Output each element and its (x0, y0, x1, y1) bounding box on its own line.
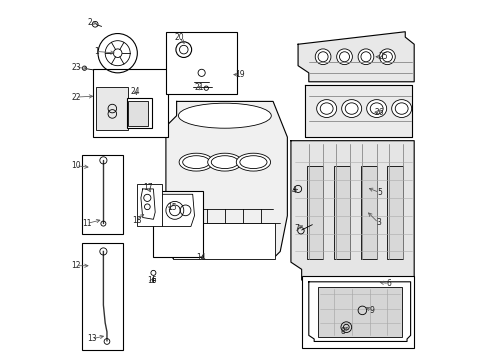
Text: 5: 5 (376, 188, 381, 197)
Ellipse shape (394, 103, 407, 114)
Text: 3: 3 (375, 219, 380, 228)
Bar (93, 69, 167, 137)
Text: 2: 2 (88, 18, 92, 27)
Text: 6: 6 (386, 279, 391, 288)
Ellipse shape (98, 156, 108, 161)
Ellipse shape (207, 153, 242, 171)
Ellipse shape (129, 105, 145, 123)
Ellipse shape (157, 203, 171, 211)
Ellipse shape (159, 209, 169, 215)
Ellipse shape (339, 52, 349, 62)
Text: 18: 18 (132, 216, 141, 225)
Text: 4: 4 (291, 185, 296, 194)
Bar (82, 155, 123, 234)
Text: 1: 1 (94, 47, 99, 56)
Bar (96, 87, 128, 130)
Ellipse shape (320, 103, 332, 114)
Bar (165, 32, 237, 94)
Polygon shape (165, 102, 287, 258)
Polygon shape (141, 189, 155, 219)
Bar (306, 166, 323, 258)
Text: 23: 23 (71, 63, 81, 72)
Polygon shape (308, 282, 410, 342)
Ellipse shape (192, 64, 210, 82)
Ellipse shape (131, 122, 143, 127)
Polygon shape (298, 32, 413, 82)
Ellipse shape (336, 49, 352, 64)
Bar (128, 102, 148, 126)
Text: 22: 22 (71, 93, 81, 102)
Bar (126, 98, 151, 128)
Ellipse shape (183, 156, 209, 168)
Text: 11: 11 (81, 219, 91, 228)
Ellipse shape (132, 108, 142, 120)
Bar (360, 166, 376, 258)
Ellipse shape (316, 100, 336, 117)
Polygon shape (290, 141, 413, 280)
Ellipse shape (357, 49, 373, 64)
Text: 15: 15 (167, 203, 177, 212)
Bar (173, 223, 274, 258)
Ellipse shape (236, 153, 270, 171)
Text: 17: 17 (143, 183, 153, 192)
Text: 12: 12 (71, 261, 81, 270)
Ellipse shape (211, 156, 238, 168)
Ellipse shape (317, 52, 327, 62)
Bar (153, 191, 203, 257)
Text: 25: 25 (378, 52, 387, 61)
Text: 16: 16 (146, 276, 156, 285)
Ellipse shape (391, 100, 411, 117)
Ellipse shape (345, 103, 357, 114)
Ellipse shape (341, 100, 361, 117)
Bar (301, 276, 413, 348)
Bar (317, 287, 401, 337)
Polygon shape (160, 194, 194, 226)
Text: 8: 8 (340, 327, 345, 336)
Ellipse shape (315, 49, 330, 64)
Ellipse shape (379, 49, 394, 64)
Ellipse shape (360, 52, 370, 62)
Text: 7: 7 (293, 224, 298, 233)
Text: 14: 14 (196, 253, 205, 262)
Bar (82, 243, 123, 350)
Ellipse shape (179, 153, 213, 171)
Ellipse shape (188, 59, 215, 86)
Ellipse shape (366, 100, 386, 117)
Ellipse shape (240, 156, 266, 168)
Text: 9: 9 (369, 306, 374, 315)
Text: 20: 20 (174, 33, 184, 42)
Bar (333, 166, 349, 258)
Ellipse shape (382, 52, 391, 62)
Text: 24: 24 (130, 87, 140, 96)
Text: 19: 19 (235, 70, 244, 79)
Bar (137, 184, 162, 226)
Polygon shape (305, 85, 411, 137)
Bar (386, 166, 403, 258)
Text: 10: 10 (71, 161, 81, 170)
Text: 13: 13 (86, 334, 96, 343)
Text: 26: 26 (374, 108, 384, 117)
Ellipse shape (369, 103, 382, 114)
Ellipse shape (178, 103, 271, 128)
Text: 21: 21 (194, 83, 203, 92)
